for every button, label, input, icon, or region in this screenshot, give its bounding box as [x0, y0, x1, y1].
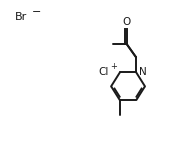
Text: Cl: Cl — [99, 67, 109, 77]
Text: +: + — [110, 62, 117, 71]
Text: −: − — [32, 7, 42, 17]
Text: Br: Br — [15, 12, 27, 22]
Text: O: O — [122, 17, 131, 27]
Text: N: N — [139, 67, 146, 77]
